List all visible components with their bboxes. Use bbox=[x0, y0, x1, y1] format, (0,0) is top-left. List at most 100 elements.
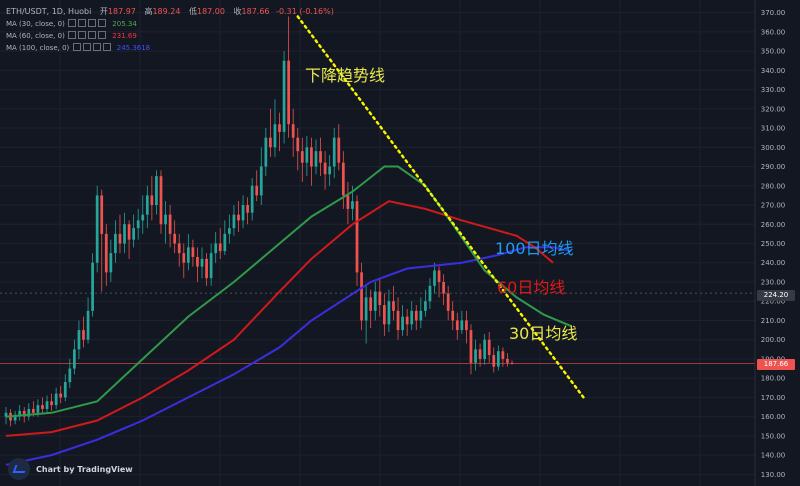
eye-icon[interactable] bbox=[68, 19, 77, 27]
indicator-ma30[interactable]: MA (30, close, 0) 205.34 bbox=[6, 19, 137, 28]
candle-body bbox=[22, 410, 26, 417]
candle-body bbox=[218, 243, 222, 252]
eye-icon[interactable] bbox=[68, 31, 77, 39]
candle-body bbox=[323, 162, 327, 175]
close-icon[interactable] bbox=[88, 31, 97, 39]
candle-body bbox=[474, 349, 477, 363]
candle-body bbox=[373, 291, 377, 311]
annotation-ma100: 100日均线 bbox=[495, 239, 574, 258]
price-tick-label: 200.00 bbox=[761, 336, 786, 344]
price-tick-label: 350.00 bbox=[761, 48, 786, 56]
candle-body bbox=[31, 408, 35, 413]
price-tick-label: 130.00 bbox=[761, 471, 786, 479]
more-icon[interactable] bbox=[102, 43, 111, 51]
candle-body bbox=[45, 401, 49, 409]
candle-body bbox=[127, 224, 131, 240]
candle-body bbox=[104, 233, 108, 273]
tradingview-brand[interactable]: Chart by TradingView bbox=[8, 458, 133, 480]
candle-body bbox=[18, 410, 22, 415]
candle-body bbox=[478, 349, 482, 359]
brand-label: Chart by TradingView bbox=[36, 464, 133, 474]
more-icon[interactable] bbox=[98, 31, 107, 39]
candle-body bbox=[455, 320, 459, 331]
price-tick-label: 150.00 bbox=[761, 432, 786, 440]
candle-body bbox=[63, 382, 67, 398]
candle-body bbox=[255, 185, 259, 196]
more-icon[interactable] bbox=[98, 19, 107, 27]
price-tick-label: 370.00 bbox=[761, 9, 786, 17]
indicator-label: MA (30, close, 0) bbox=[6, 20, 65, 28]
candle-body bbox=[451, 310, 455, 321]
candle-body bbox=[332, 137, 336, 167]
candle-body bbox=[59, 393, 63, 398]
candle-body bbox=[164, 214, 167, 225]
candle-body bbox=[50, 401, 53, 406]
candle-body bbox=[41, 405, 44, 409]
price-tick-label: 290.00 bbox=[761, 163, 786, 171]
candle-body bbox=[424, 301, 427, 311]
indicator-value: 245.3618 bbox=[116, 44, 151, 52]
candle-body bbox=[437, 270, 441, 282]
candle-body bbox=[483, 339, 487, 359]
candle-body bbox=[351, 201, 354, 209]
annotation-ma60: 60日均线 bbox=[497, 278, 566, 297]
eye-icon[interactable] bbox=[72, 43, 81, 51]
downtrend-line bbox=[296, 15, 587, 401]
indicator-ma100[interactable]: MA (100, close, 0) 245.3618 bbox=[6, 43, 150, 52]
candle-body bbox=[114, 233, 117, 254]
candle-body bbox=[205, 258, 208, 279]
candle-body bbox=[405, 316, 409, 325]
close-icon[interactable] bbox=[92, 43, 101, 51]
open-label: 开 bbox=[99, 7, 108, 16]
candle-body bbox=[36, 405, 40, 413]
candle-body bbox=[13, 414, 17, 421]
candle-body bbox=[82, 330, 85, 340]
crosshair-price-tag: 224.20 bbox=[757, 290, 795, 301]
candle-body bbox=[27, 408, 31, 417]
price-tick-label: 170.00 bbox=[761, 394, 786, 402]
candle-body bbox=[506, 358, 509, 363]
ma60-line bbox=[5, 200, 554, 437]
candle-body bbox=[182, 253, 186, 263]
candle-body bbox=[487, 339, 491, 356]
candle-body bbox=[378, 291, 382, 306]
candle-body bbox=[95, 195, 99, 263]
close-icon[interactable] bbox=[88, 19, 97, 27]
price-tick-label: 210.00 bbox=[761, 317, 786, 325]
symbol-label: ETH/USDT, 1D, Huobi bbox=[6, 7, 92, 16]
settings-icon[interactable] bbox=[78, 19, 87, 27]
price-tick-label: 220.00 bbox=[761, 298, 786, 306]
candle-body bbox=[510, 362, 514, 364]
candle-body bbox=[237, 214, 240, 221]
candle-body bbox=[54, 393, 58, 406]
indicator-ma60[interactable]: MA (60, close, 0) 231.69 bbox=[6, 31, 137, 40]
candle-body bbox=[259, 166, 263, 196]
candle-body bbox=[232, 214, 236, 229]
grid bbox=[0, 0, 755, 486]
moving-averages bbox=[5, 15, 587, 466]
candle-body bbox=[118, 233, 122, 244]
settings-icon[interactable] bbox=[78, 31, 87, 39]
price-axis-bg bbox=[755, 0, 800, 486]
candle-body bbox=[150, 195, 154, 206]
price-tick-label: 320.00 bbox=[761, 105, 786, 113]
price-tick-label: 270.00 bbox=[761, 202, 786, 210]
price-axis[interactable]: 130.00140.00150.00160.00170.00180.00190.… bbox=[754, 0, 800, 486]
price-tick-label: 330.00 bbox=[761, 86, 786, 94]
candle-body bbox=[214, 243, 218, 254]
tradingview-logo-icon bbox=[8, 458, 30, 480]
close-value: 187.66 bbox=[241, 7, 270, 16]
candle-body bbox=[68, 368, 72, 383]
candle-body bbox=[314, 151, 318, 167]
candle-body bbox=[100, 195, 104, 234]
candle-body bbox=[123, 224, 126, 244]
price-tick-label: 230.00 bbox=[761, 278, 786, 286]
ohlc-legend: ETH/USDT, 1D, Huobi 开187.97 高189.24 低187… bbox=[6, 6, 334, 17]
price-tick-label: 250.00 bbox=[761, 240, 786, 248]
candle-body bbox=[287, 60, 290, 125]
price-tick-label: 280.00 bbox=[761, 182, 786, 190]
settings-icon[interactable] bbox=[82, 43, 91, 51]
candle-body bbox=[136, 220, 140, 229]
